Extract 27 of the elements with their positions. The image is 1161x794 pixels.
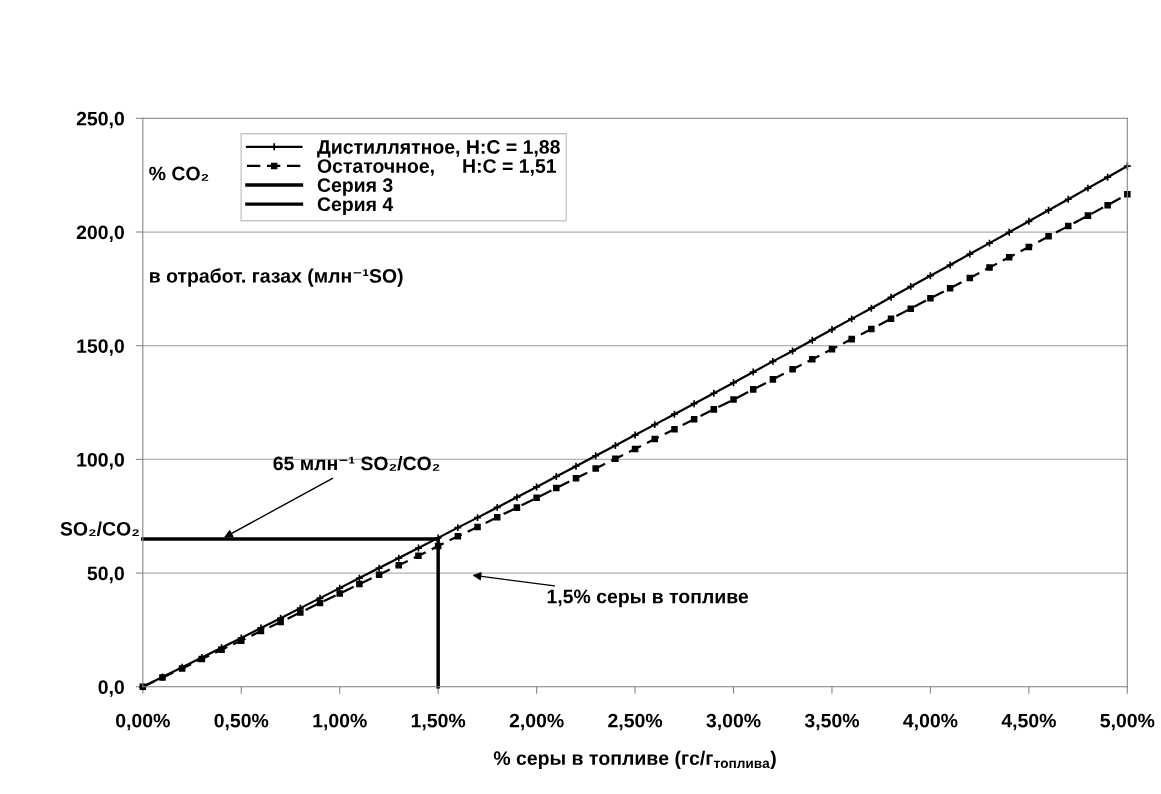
x-tick-label: 2,00% bbox=[509, 713, 564, 731]
y-tick-label: 150,0 bbox=[77, 339, 124, 356]
annotation: 65 млн⁻¹ SO₂/CO₂ bbox=[273, 456, 440, 471]
legend-label: Серия 3 bbox=[317, 178, 393, 196]
legend-label: Дистиллятное, H:C = 1,88 bbox=[317, 140, 560, 158]
legend-label: Серия 4 bbox=[317, 197, 394, 215]
legend-label: Остаточное, H:C = 1,51 bbox=[317, 159, 557, 176]
y-tick-label: 100,0 bbox=[77, 452, 124, 470]
text: SO₂/CO₂ bbox=[60, 521, 139, 537]
y-tick-label: 0,0 bbox=[98, 680, 124, 697]
x-tick-label: 0,00% bbox=[116, 713, 170, 731]
x-axis-title: % серы в топливе (гс/г$_{топлива}$) bbox=[493, 750, 776, 769]
annotation: в отработ. газах (млн⁻¹SO) bbox=[150, 268, 403, 287]
x-tick-label: 2,50% bbox=[608, 713, 663, 731]
x-tick-label: 3,00% bbox=[706, 713, 761, 731]
y-tick-label: 200,0 bbox=[76, 225, 124, 243]
x-tick-label: 1,00% bbox=[313, 713, 367, 731]
x-tick-label: 5,00% bbox=[1100, 713, 1155, 731]
x-tick-label: 1,50% bbox=[411, 713, 466, 731]
y-tick-label: 50,0 bbox=[87, 566, 124, 584]
x-tick-label: 3,50% bbox=[804, 713, 860, 731]
y-tick-label: 250,0 bbox=[76, 111, 124, 129]
x-tick-label: 4,00% bbox=[903, 713, 958, 731]
x-tick-label: 4,50% bbox=[1001, 713, 1056, 731]
y-axis-title: % CO₂ bbox=[149, 166, 209, 181]
annotation: 1,5% серы в топливе bbox=[547, 589, 749, 608]
x-tick-label: 0,50% bbox=[214, 713, 269, 731]
